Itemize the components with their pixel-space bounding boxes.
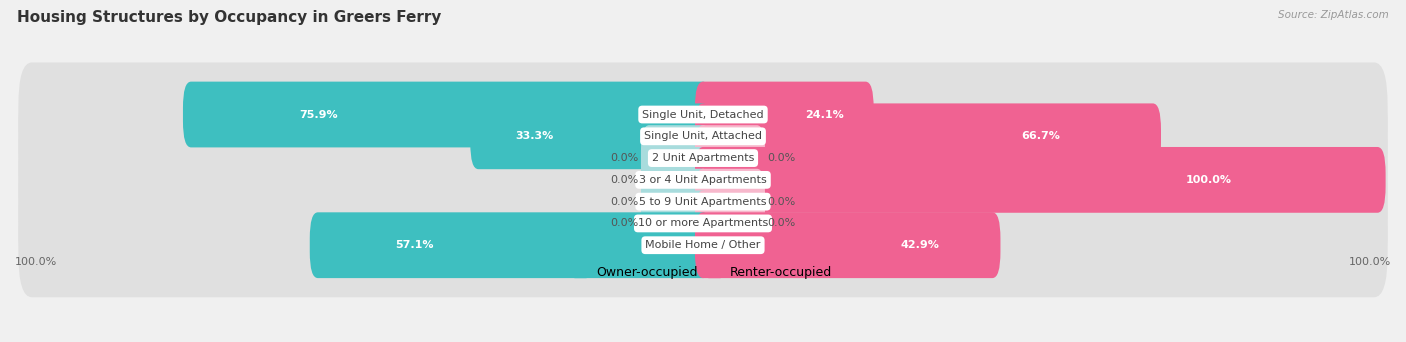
Text: 66.7%: 66.7%	[1021, 131, 1060, 141]
Text: Housing Structures by Occupancy in Greers Ferry: Housing Structures by Occupancy in Greer…	[17, 10, 441, 25]
FancyBboxPatch shape	[695, 103, 1161, 169]
FancyBboxPatch shape	[695, 169, 765, 235]
FancyBboxPatch shape	[18, 193, 1388, 297]
FancyBboxPatch shape	[18, 63, 1388, 167]
FancyBboxPatch shape	[695, 125, 765, 191]
FancyBboxPatch shape	[641, 147, 711, 213]
Text: 0.0%: 0.0%	[610, 175, 638, 185]
Text: 100.0%: 100.0%	[1185, 175, 1232, 185]
Text: 0.0%: 0.0%	[610, 197, 638, 207]
Text: 2 Unit Apartments: 2 Unit Apartments	[652, 153, 754, 163]
FancyBboxPatch shape	[183, 82, 711, 147]
FancyBboxPatch shape	[18, 84, 1388, 188]
Legend: Owner-occupied, Renter-occupied: Owner-occupied, Renter-occupied	[568, 261, 838, 284]
Text: 24.1%: 24.1%	[806, 109, 844, 119]
FancyBboxPatch shape	[695, 190, 765, 256]
Text: 0.0%: 0.0%	[610, 219, 638, 228]
Text: 5 to 9 Unit Apartments: 5 to 9 Unit Apartments	[640, 197, 766, 207]
Text: 10 or more Apartments: 10 or more Apartments	[638, 219, 768, 228]
Text: 0.0%: 0.0%	[768, 153, 796, 163]
Text: 100.0%: 100.0%	[1348, 256, 1391, 266]
FancyBboxPatch shape	[695, 212, 1001, 278]
FancyBboxPatch shape	[695, 147, 1385, 213]
FancyBboxPatch shape	[695, 82, 873, 147]
FancyBboxPatch shape	[641, 169, 711, 235]
Text: 75.9%: 75.9%	[299, 109, 339, 119]
FancyBboxPatch shape	[18, 171, 1388, 276]
Text: 3 or 4 Unit Apartments: 3 or 4 Unit Apartments	[640, 175, 766, 185]
Text: 0.0%: 0.0%	[768, 197, 796, 207]
Text: 0.0%: 0.0%	[768, 219, 796, 228]
FancyBboxPatch shape	[18, 149, 1388, 254]
Text: 0.0%: 0.0%	[610, 153, 638, 163]
FancyBboxPatch shape	[641, 190, 711, 256]
Text: Single Unit, Attached: Single Unit, Attached	[644, 131, 762, 141]
Text: 33.3%: 33.3%	[516, 131, 554, 141]
FancyBboxPatch shape	[641, 125, 711, 191]
Text: 57.1%: 57.1%	[395, 240, 433, 250]
FancyBboxPatch shape	[18, 106, 1388, 210]
FancyBboxPatch shape	[470, 103, 711, 169]
Text: Mobile Home / Other: Mobile Home / Other	[645, 240, 761, 250]
FancyBboxPatch shape	[18, 128, 1388, 232]
Text: Single Unit, Detached: Single Unit, Detached	[643, 109, 763, 119]
Text: Source: ZipAtlas.com: Source: ZipAtlas.com	[1278, 10, 1389, 20]
Text: 42.9%: 42.9%	[901, 240, 939, 250]
FancyBboxPatch shape	[309, 212, 711, 278]
Text: 100.0%: 100.0%	[15, 256, 58, 266]
